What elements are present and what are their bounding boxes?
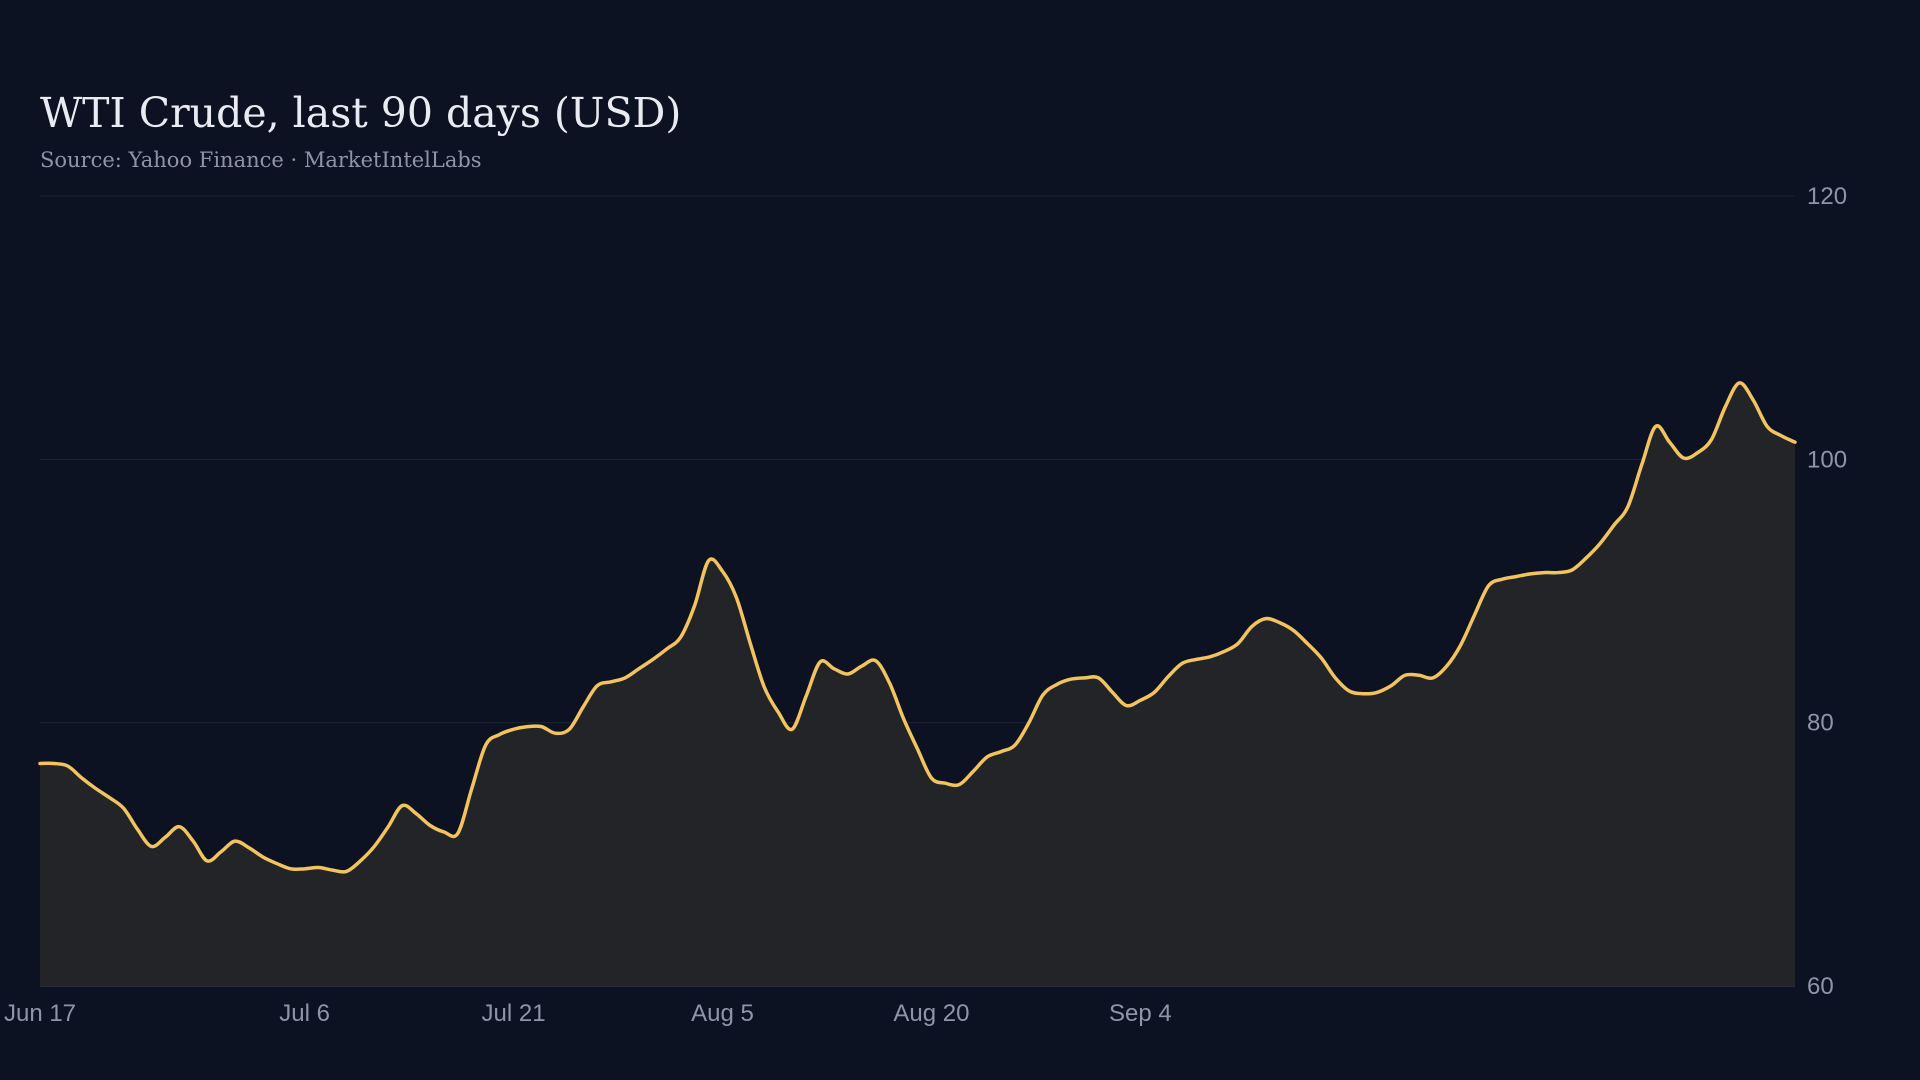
x-tick-label-2: Jul 21 — [482, 1000, 546, 1027]
y-axis-ticks: 60 80 100 120 — [1807, 183, 1847, 1000]
x-tick-label-3: Aug 5 — [691, 1000, 754, 1027]
x-axis-ticks: Jun 17 Jul 6 Jul 21 Aug 5 Aug 20 Sep 4 — [4, 1000, 1172, 1027]
chart-title: WTI Crude, last 90 days (USD) — [40, 89, 682, 137]
y-tick-label-60: 60 — [1807, 973, 1834, 1000]
y-tick-label-120: 120 — [1807, 183, 1847, 210]
price-line — [38, 381, 1797, 874]
chart-subtitle: Source: Yahoo Finance · MarketIntelLabs — [40, 148, 482, 172]
price-area-fill — [40, 382, 1795, 986]
y-tick-label-80: 80 — [1807, 710, 1834, 737]
x-tick-label-1: Jul 6 — [279, 1000, 330, 1027]
x-tick-label-0: Jun 17 — [4, 1000, 76, 1027]
y-tick-label-100: 100 — [1807, 446, 1847, 473]
x-tick-label-4: Aug 20 — [893, 1000, 969, 1027]
x-tick-label-5: Sep 4 — [1109, 1000, 1172, 1027]
